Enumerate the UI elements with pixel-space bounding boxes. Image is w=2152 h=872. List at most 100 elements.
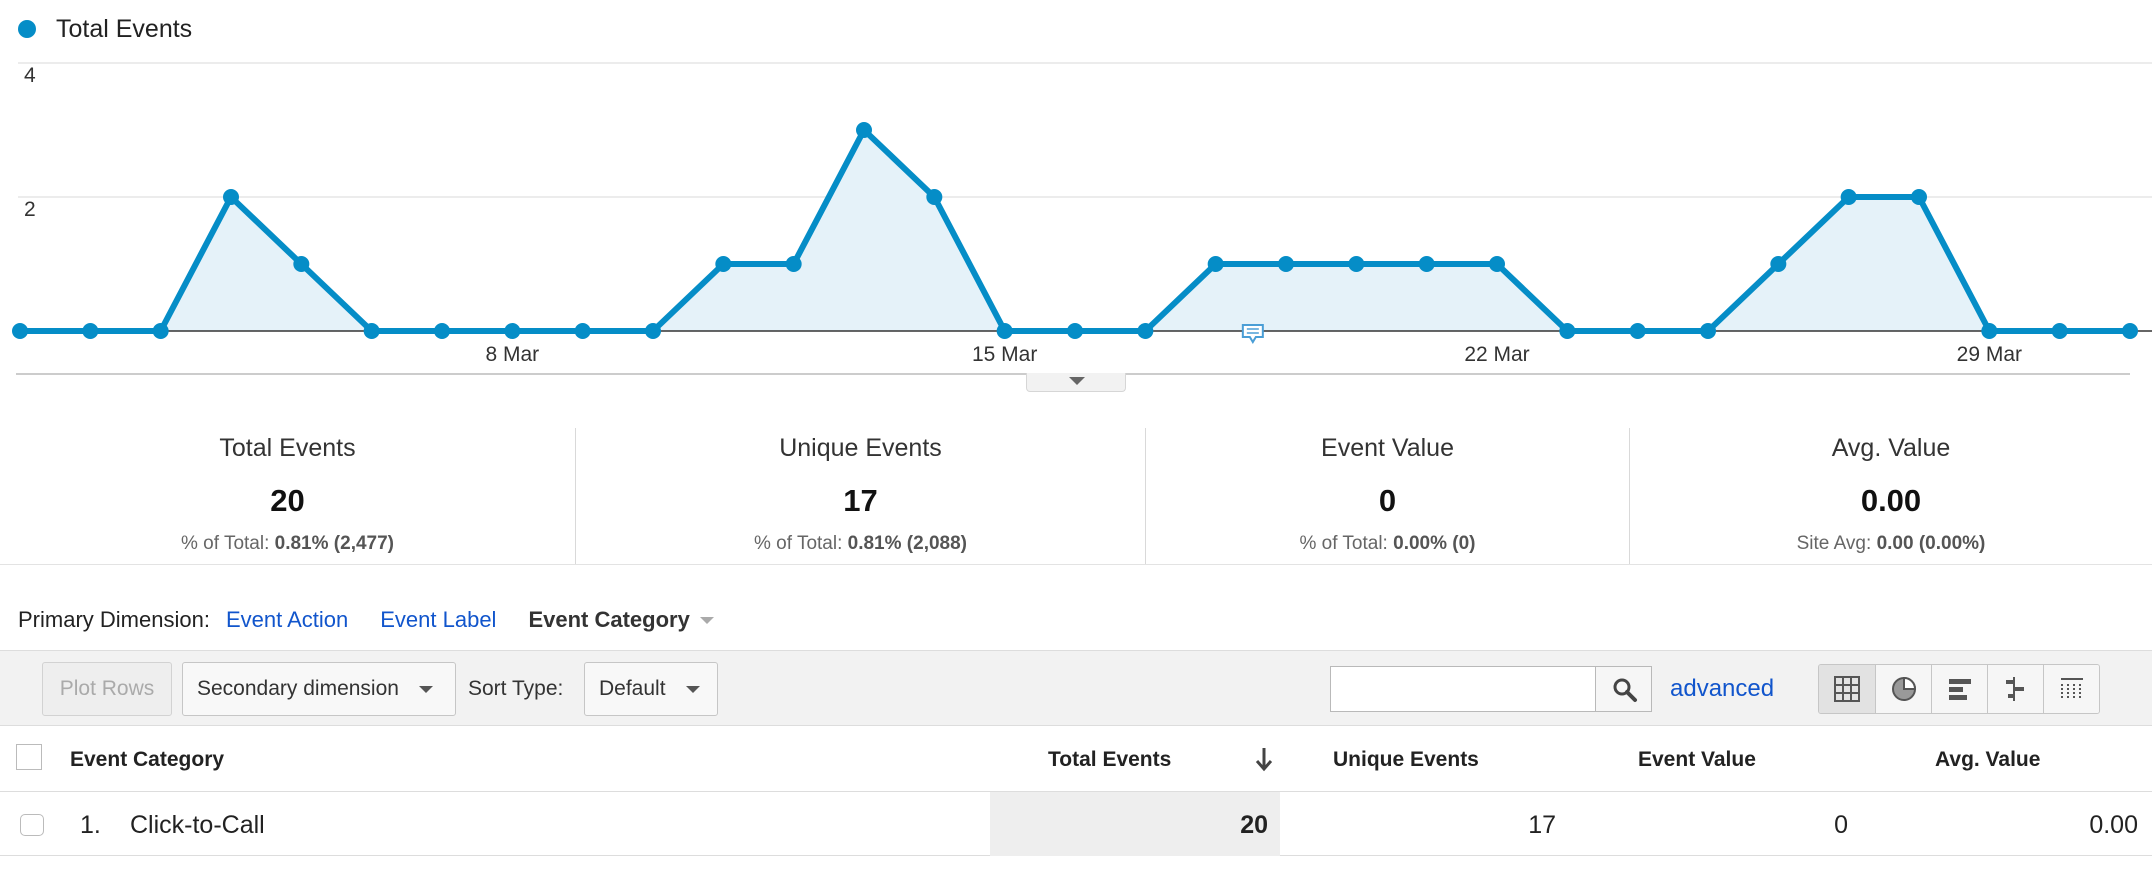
data-point[interactable] [1559, 323, 1576, 339]
table-search-input[interactable] [1330, 666, 1596, 712]
column-header-unique-events[interactable]: Unique Events [1333, 748, 1479, 771]
scorecard-sub-total: (0.00%) [1918, 533, 1986, 554]
chart-collapse-toggle[interactable] [1026, 373, 1126, 392]
performance-view-icon [1949, 679, 1971, 700]
scorecard-value: 0 [1378, 483, 1397, 518]
data-table: Event Category Total Events Unique Event… [0, 726, 2152, 856]
data-point[interactable] [12, 323, 28, 339]
data-point[interactable] [1348, 256, 1365, 272]
performance-view-button[interactable] [1931, 665, 1987, 713]
scorecard-total-events[interactable]: Total Events 20 % of Total: 0.81% (2,477… [0, 428, 575, 564]
scorecard-title: Total Events [219, 434, 356, 462]
legend-label: Total Events [56, 14, 193, 43]
data-point[interactable] [856, 122, 872, 138]
series-area [20, 130, 2130, 331]
scorecard-event-value[interactable]: Event Value 0 % of Total: 0.00% (0) [1145, 428, 1629, 564]
column-header-total-events[interactable]: Total Events [1048, 748, 1172, 771]
legend-dot-icon [18, 20, 36, 38]
data-point[interactable] [715, 256, 732, 272]
data-point[interactable] [1278, 256, 1294, 272]
secondary-dimension-dropdown[interactable]: Secondary dimension [182, 662, 456, 716]
data-point[interactable] [1137, 323, 1154, 339]
data-point[interactable] [1911, 189, 1927, 205]
scorecard-sub-value: 0.81% [274, 533, 329, 554]
pivot-view-button[interactable] [2043, 665, 2099, 713]
annotation-comment-icon[interactable] [1241, 324, 1264, 344]
chevron-down-icon [1069, 377, 1085, 385]
data-point[interactable] [926, 189, 943, 205]
scorecard-sub-total: (0) [1452, 533, 1476, 554]
arrow-down-icon[interactable] [1254, 746, 1274, 772]
dimension-event-category-dropdown[interactable]: Event Category [528, 607, 714, 633]
cell-avg-value: 0.00 [2089, 811, 2138, 839]
data-point[interactable] [1207, 256, 1224, 272]
data-point[interactable] [82, 323, 99, 339]
x-tick-label: 8 Mar [485, 343, 539, 366]
cell-event-category[interactable]: Click-to-Call [130, 811, 265, 839]
scorecard-sub-label: Site Avg: [1796, 533, 1872, 554]
table-view-button[interactable] [1819, 665, 1875, 713]
data-point[interactable] [785, 256, 802, 272]
data-point[interactable] [1489, 256, 1505, 272]
data-point[interactable] [152, 323, 169, 339]
y-tick-label: 2 [24, 198, 36, 221]
advanced-filter-link[interactable]: advanced [1670, 675, 1775, 702]
data-point[interactable] [1981, 323, 1998, 339]
scorecard-avg-value[interactable]: Avg. Value 0.00 Site Avg: 0.00 (0.00%) [1629, 428, 2152, 564]
comparison-view-button[interactable] [1987, 665, 2043, 713]
column-header-avg-value[interactable]: Avg. Value [1935, 748, 2041, 771]
data-point[interactable] [574, 323, 591, 339]
cell-unique-events: 17 [1528, 811, 1556, 839]
table-row[interactable]: 1. Click-to-Call 20 17 0 0.00 [0, 792, 2152, 856]
scorecard-sub-label: % of Total: [753, 533, 843, 554]
scorecard-unique-events[interactable]: Unique Events 17 % of Total: 0.81% (2,08… [575, 428, 1145, 564]
caret-down-icon [699, 616, 714, 624]
scorecard-title: Unique Events [779, 434, 942, 462]
sort-type-label: Sort Type: [468, 677, 564, 700]
data-point[interactable] [363, 323, 380, 339]
dimension-link-event-label[interactable]: Event Label [380, 607, 497, 632]
caret-down-icon [418, 685, 433, 693]
scorecard-subtext: % of Total: 0.81% (2,088) [576, 533, 1145, 555]
data-point[interactable] [1067, 323, 1083, 339]
scorecard-subtext: % of Total: 0.81% (2,477) [0, 533, 575, 555]
cell-event-value: 0 [1834, 811, 1848, 839]
scorecard-sub-value: 0.00 [1876, 533, 1914, 554]
sort-type-dropdown[interactable]: Default [584, 662, 718, 716]
table-view-icon [1834, 676, 1860, 702]
table-toolbar: Plot Rows Secondary dimension Sort Type:… [0, 650, 2152, 726]
data-point[interactable] [1770, 256, 1787, 272]
plot-rows-button[interactable]: Plot Rows [42, 662, 172, 716]
x-tick-label: 29 Mar [1957, 343, 2022, 366]
pie-view-button[interactable] [1875, 665, 1931, 713]
row-checkbox[interactable] [20, 814, 44, 836]
search-button[interactable] [1596, 666, 1652, 712]
primary-dimension-label: Primary Dimension: [18, 607, 210, 632]
data-point[interactable] [1700, 323, 1716, 339]
data-point[interactable] [293, 256, 310, 272]
column-header-event-value[interactable]: Event Value [1638, 748, 1756, 771]
data-point[interactable] [1418, 256, 1435, 272]
column-header-event-category[interactable]: Event Category [70, 748, 225, 771]
scorecard-sub-total: (2,088) [906, 533, 967, 554]
select-all-checkbox[interactable] [16, 744, 42, 770]
row-index: 1. [80, 811, 101, 839]
data-point[interactable] [2122, 323, 2138, 339]
divider [0, 564, 2152, 565]
data-point[interactable] [504, 323, 521, 339]
scorecard-sub-value: 0.81% [847, 533, 902, 554]
scorecard-sub-label: % of Total: [1299, 533, 1388, 554]
data-point[interactable] [645, 323, 661, 339]
search-icon [1613, 678, 1637, 702]
dimension-link-event-action[interactable]: Event Action [225, 607, 349, 632]
line-chart: 4 2 8 Mar 15 Mar 22 Mar 29 Mar [12, 62, 2152, 375]
scorecard-title: Event Value [1321, 434, 1454, 462]
data-point[interactable] [996, 323, 1013, 339]
data-point[interactable] [434, 323, 450, 339]
data-point[interactable] [2051, 323, 2068, 339]
pivot-view-icon [2061, 678, 2083, 700]
data-point[interactable] [223, 189, 239, 205]
data-point[interactable] [1840, 189, 1857, 205]
data-point[interactable] [1629, 323, 1646, 339]
view-type-selector [1818, 664, 2100, 714]
